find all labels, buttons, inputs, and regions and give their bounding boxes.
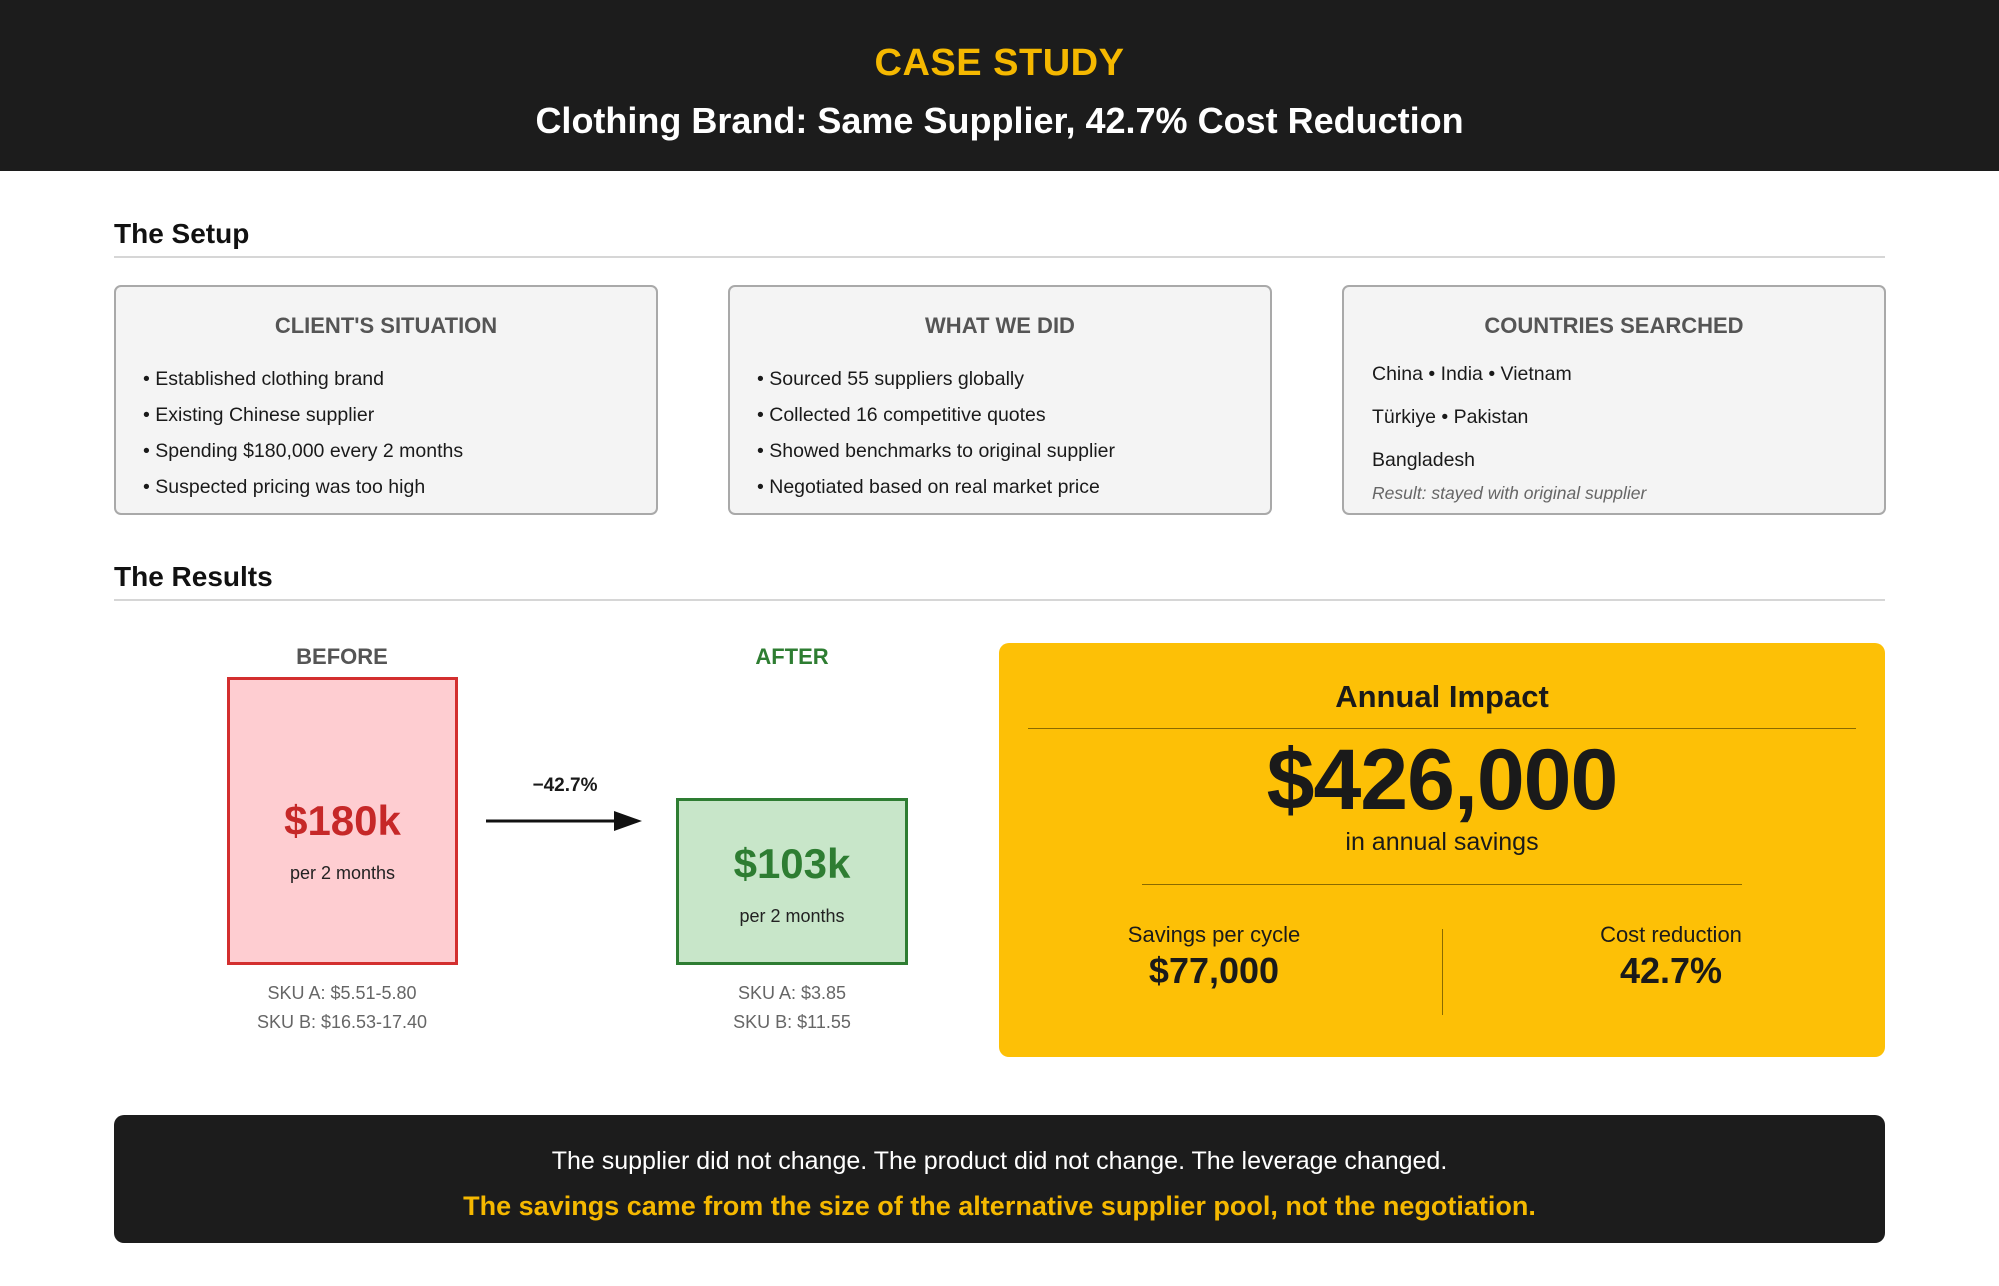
result-note: Result: stayed with original supplier [1372,483,1647,503]
before-period: per 2 months [289,863,396,883]
list-item: • Spending $180,000 every 2 months [143,440,464,462]
before-label: BEFORE [296,644,388,669]
impact-subtitle: in annual savings [1345,828,1539,856]
list-item: • Existing Chinese supplier [143,404,375,426]
impact-title: Annual Impact [1335,679,1549,714]
footer-statement: The supplier did not change. The product… [551,1147,1448,1175]
card-title: WHAT WE DID [925,313,1075,338]
list-item: • Sourced 55 suppliers globally [757,368,1024,390]
after-amount: $103k [733,840,851,887]
results-section-title: The Results [114,561,273,592]
impact-stat-divider [1442,929,1443,1015]
impact-amount: $426,000 [1266,732,1619,828]
after-sku-b: SKU B: $11.55 [733,1012,851,1032]
header-kicker: CASE STUDY [874,42,1125,84]
footer-highlight: The savings came from the size of the al… [463,1191,1536,1221]
change-percent-label: −42.7% [532,775,598,796]
cost-reduction-value: 42.7% [1619,950,1723,991]
cost-reduction-label: Cost reduction [1600,922,1742,947]
after-label: AFTER [755,644,829,669]
before-sku-b: SKU B: $16.53-17.40 [256,1012,428,1032]
card-title: COUNTRIES SEARCHED [1484,313,1744,338]
country-line: China • India • Vietnam [1372,363,1572,385]
after-box: $103k per 2 months [676,798,908,965]
card-title: CLIENT'S SITUATION [274,313,498,338]
countries-searched-card: COUNTRIES SEARCHED China • India • Vietn… [1342,285,1886,515]
before-box: $180k per 2 months [227,677,458,965]
savings-per-cycle-label: Savings per cycle [1127,922,1301,947]
country-line: Türkiye • Pakistan [1372,406,1529,428]
list-item: • Negotiated based on real market price [757,476,1100,498]
before-amount: $180k [284,797,401,844]
after-sku-a: SKU A: $3.85 [737,983,847,1003]
client-situation-list: • Established clothing brand • Existing … [143,361,463,505]
impact-divider-middle [1142,884,1742,885]
list-item: • Suspected pricing was too high [143,476,426,498]
list-item: • Established clothing brand [143,368,384,390]
setup-section-title: The Setup [114,218,250,249]
list-item: • Collected 16 competitive quotes [757,404,1046,426]
footer-banner: The supplier did not change. The product… [114,1115,1885,1243]
page-title: Clothing Brand: Same Supplier, 42.7% Cos… [535,100,1464,141]
setup-divider [114,256,1885,258]
country-line: Bangladesh [1372,449,1476,471]
savings-per-cycle-value: $77,000 [1148,950,1280,991]
header-banner: CASE STUDY Clothing Brand: Same Supplier… [0,0,1999,171]
results-divider [114,599,1885,601]
what-we-did-list: • Sourced 55 suppliers globally • Collec… [757,361,1115,505]
before-sku-a: SKU A: $5.51-5.80 [267,983,417,1003]
what-we-did-card: WHAT WE DID • Sourced 55 suppliers globa… [728,285,1272,515]
arrow-right-icon [486,811,642,831]
impact-divider-top [1028,728,1856,729]
after-period: per 2 months [739,906,845,926]
list-item: • Showed benchmarks to original supplier [757,440,1116,462]
client-situation-card: CLIENT'S SITUATION • Established clothin… [114,285,658,515]
annual-impact-panel: Annual Impact $426,000 in annual savings… [999,643,1885,1057]
